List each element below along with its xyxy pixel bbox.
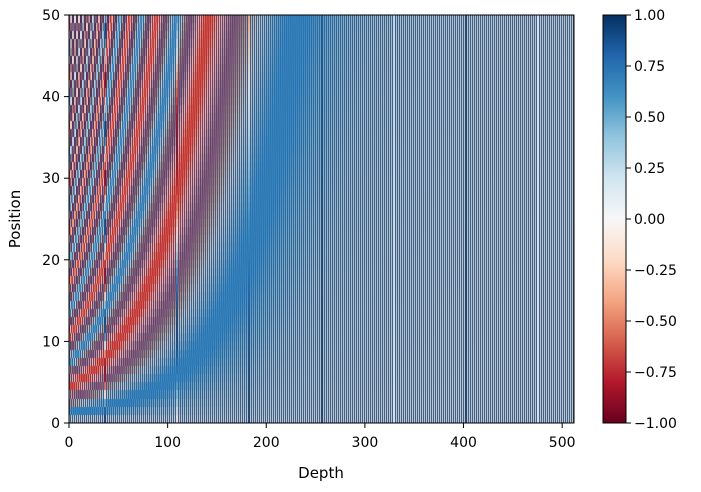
y-tick-label: 30 [42, 171, 60, 187]
x-tick-label: 100 [154, 435, 181, 451]
colorbar-tick-label: 0.50 [634, 110, 665, 126]
x-axis-label: Depth [298, 464, 344, 482]
colorbar-tick-label: −0.25 [634, 263, 677, 279]
heatmap-canvas [69, 15, 574, 423]
colorbar-gradient [603, 15, 626, 423]
heatmap-image-container [69, 15, 574, 423]
colorbar-tick-label: 0.75 [634, 59, 665, 75]
y-tick-label: 20 [42, 253, 60, 269]
colorbar: 1.00 0.75 0.50 0.25 0.00 −0.25 −0.50 −0.75 −1.00 [602, 8, 677, 432]
colorbar-ticks: 1.00 0.75 0.50 0.25 0.00 −0.25 −0.50 −0.75 −1.00 [626, 8, 677, 432]
y-axis-ticks: 0 10 20 30 40 50 [42, 8, 69, 432]
x-tick-label: 200 [253, 435, 280, 451]
plot-frame [68, 14, 575, 424]
y-tick-label: 10 [42, 334, 60, 350]
x-tick-label: 500 [549, 435, 576, 451]
y-tick-label: 50 [42, 8, 60, 24]
y-tick-label: 40 [42, 90, 60, 106]
colorbar-tick-label: −1.00 [634, 416, 677, 432]
colorbar-tick-label: 0.25 [634, 161, 665, 177]
x-tick-label: 400 [450, 435, 477, 451]
x-axis-ticks: 0 100 200 300 400 500 [65, 423, 576, 451]
colorbar-tick-label: −0.50 [634, 314, 677, 330]
y-tick-label: 0 [51, 416, 60, 432]
y-axis-label: Position [6, 190, 24, 248]
x-tick-label: 0 [65, 435, 74, 451]
x-tick-label: 300 [352, 435, 379, 451]
colorbar-tick-label: −0.75 [634, 365, 677, 381]
colorbar-tick-label: 1.00 [634, 8, 665, 24]
heatmap-plot-area [68, 14, 575, 424]
colorbar-tick-label: 0.00 [634, 212, 665, 228]
